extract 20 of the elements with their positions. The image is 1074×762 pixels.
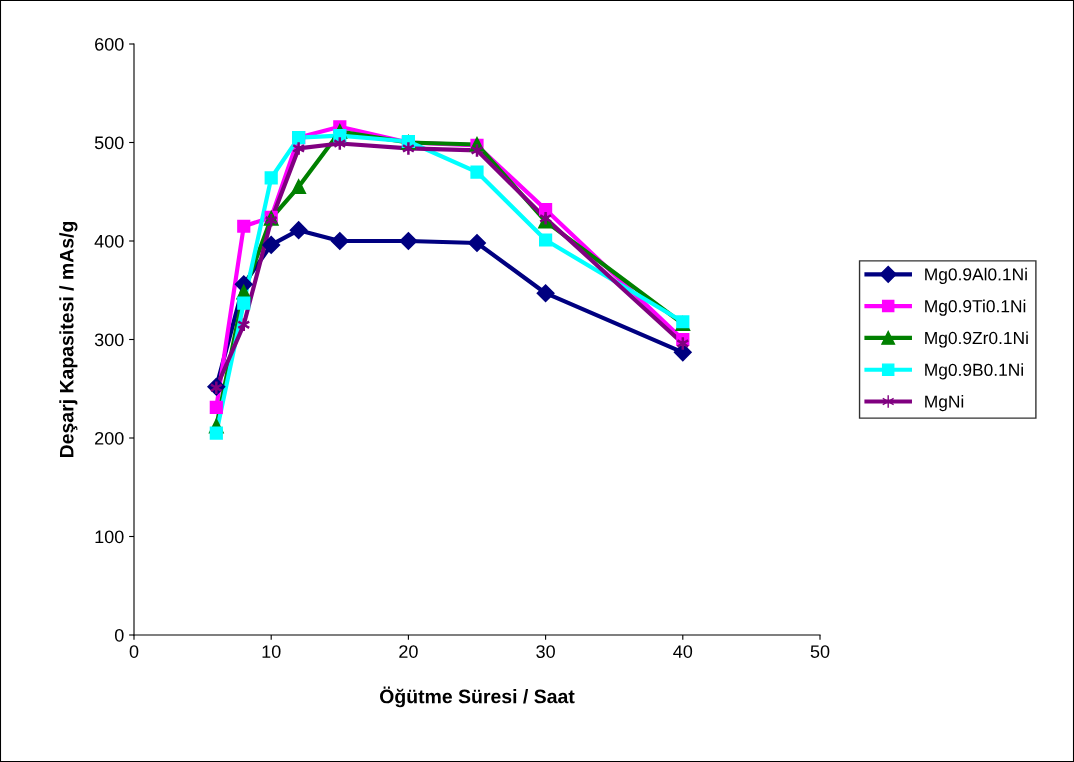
y-tick-label: 200 <box>95 431 124 445</box>
legend-label: Mg0.9Al0.1Ni <box>925 267 1027 284</box>
y-tick-label: 600 <box>95 37 124 51</box>
x-tick-label: 10 <box>262 645 281 658</box>
x-tick-label: 0 <box>129 645 139 658</box>
legend-label: Mg0.9Ti0.1Ni <box>925 299 1026 316</box>
x-tick-label: 20 <box>399 645 418 658</box>
legend-label: Mg0.9Zr0.1Ni <box>925 331 1028 348</box>
x-tick-label: 30 <box>536 645 555 658</box>
x-axis-title: Öğütme Süresi / Saat <box>380 686 575 708</box>
y-tick-label: 400 <box>94 234 124 248</box>
x-tick-label: 40 <box>673 645 693 658</box>
legend-label: MgNi <box>925 395 964 412</box>
y-axis-title: Deşarj Kapasitesi / mAs/g <box>59 221 78 458</box>
y-tick-label: 0 <box>114 628 124 642</box>
legend-label: Mg0.9B0.1Ni <box>925 363 1023 380</box>
y-tick-label: 300 <box>94 333 124 347</box>
y-tick-label: 500 <box>94 136 124 150</box>
y-tick-label: 100 <box>95 530 124 544</box>
x-tick-label: 50 <box>810 645 830 658</box>
